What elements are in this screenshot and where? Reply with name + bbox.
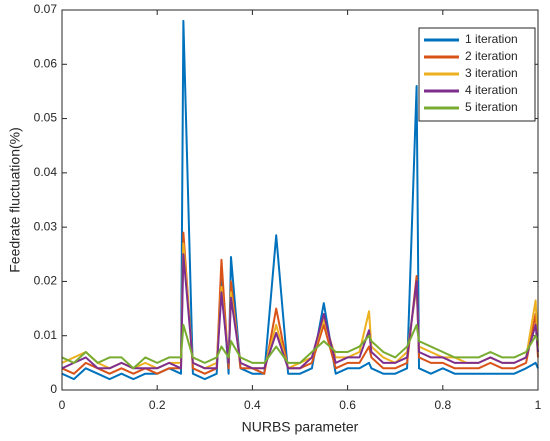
y-tick-label: 0.02: [34, 274, 58, 288]
x-tick-label: 1: [535, 398, 542, 412]
y-tick-label: 0: [50, 382, 57, 396]
y-tick-label: 0.01: [34, 328, 58, 342]
x-tick-label: 0: [59, 398, 66, 412]
x-axis-label: NURBS parameter: [242, 419, 359, 435]
legend-label: 3 iteration: [465, 66, 518, 80]
y-tick-label: 0.04: [34, 165, 58, 179]
series-line: [61, 323, 539, 370]
legend-label: 4 iteration: [465, 83, 518, 97]
legend-label: 5 iteration: [465, 100, 518, 114]
y-tick-label: 0.05: [34, 111, 58, 125]
y-tick-label: 0.03: [34, 219, 58, 233]
y-axis-label: Feedrate fluctuation(%): [7, 127, 23, 273]
axes-box: [61, 9, 539, 391]
legend-label: 2 iteration: [465, 49, 518, 63]
y-tick-label: 0.06: [34, 56, 58, 70]
y-tick-label: 0.07: [34, 2, 58, 16]
x-tick-label: 0.2: [149, 398, 166, 412]
x-tick-label: 0.8: [434, 398, 451, 412]
series-line: [61, 19, 539, 381]
series-line: [61, 253, 539, 370]
x-tick-label: 0.6: [339, 398, 356, 412]
legend-label: 1 iteration: [465, 32, 518, 46]
x-tick-label: 0.4: [244, 398, 261, 412]
